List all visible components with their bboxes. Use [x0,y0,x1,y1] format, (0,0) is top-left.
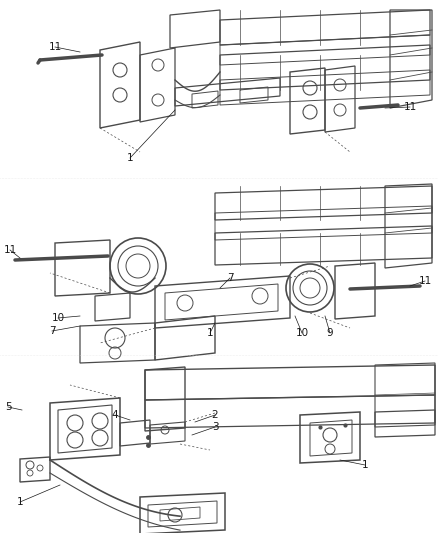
Text: 10: 10 [296,328,308,338]
Text: 1: 1 [362,460,368,470]
Text: 3: 3 [212,422,218,432]
Text: 5: 5 [5,402,11,412]
Text: 11: 11 [403,102,417,112]
Text: 7: 7 [227,273,233,283]
Text: 2: 2 [212,410,218,420]
Text: 11: 11 [4,245,17,255]
Text: 10: 10 [51,313,64,323]
Text: 7: 7 [49,326,55,336]
Text: 1: 1 [127,153,133,163]
Text: 1: 1 [207,328,213,338]
Text: 1: 1 [17,497,23,507]
Text: 11: 11 [418,276,431,286]
Text: 9: 9 [327,328,333,338]
Text: 4: 4 [112,410,118,420]
Text: 11: 11 [48,42,62,52]
